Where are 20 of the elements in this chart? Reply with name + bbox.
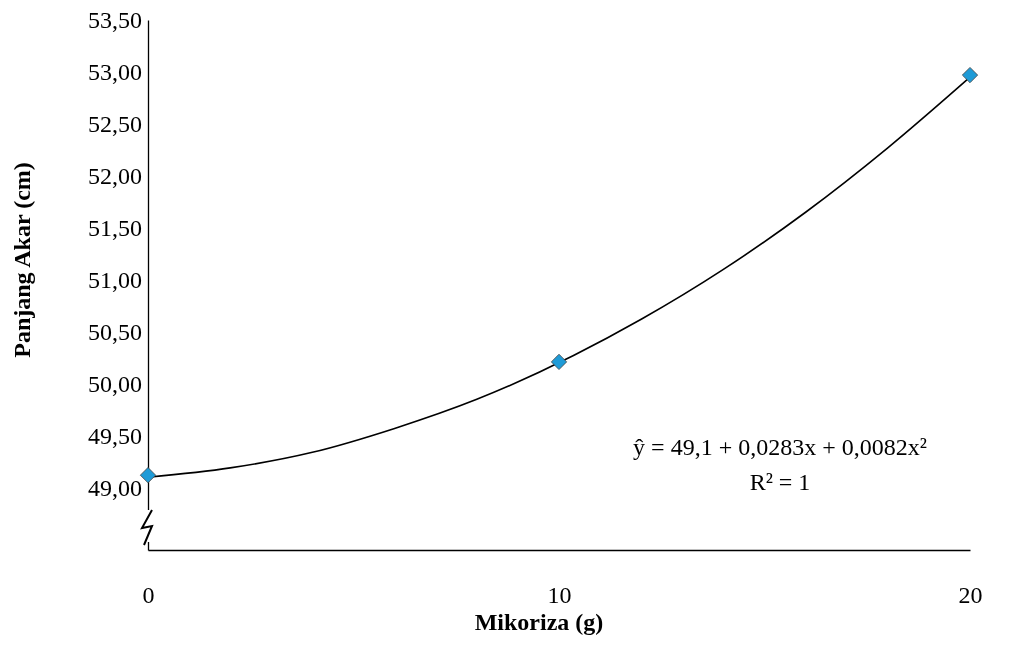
y-tick-label: 52,50 bbox=[88, 111, 142, 138]
y-tick-label: 51,50 bbox=[88, 215, 142, 242]
point bbox=[139, 467, 157, 484]
annotation: ŷ = 49,1 + 0,0283x + 0,0082x² bbox=[633, 434, 927, 460]
y-tick-label: 51,00 bbox=[88, 266, 142, 293]
y-tick-label: 53,00 bbox=[88, 59, 142, 86]
y-tick-label: 52,00 bbox=[88, 163, 142, 190]
point bbox=[961, 67, 979, 84]
annotation: R² = 1 bbox=[749, 469, 811, 495]
y-tick-label: 53,50 bbox=[88, 7, 142, 34]
x-tick-label: 0 bbox=[142, 582, 155, 609]
x-axis-title: Mikoriza (g) bbox=[474, 609, 604, 635]
y-tick-label: 50,00 bbox=[88, 370, 142, 397]
y-tick-label: 49,50 bbox=[88, 422, 142, 449]
point bbox=[550, 353, 568, 370]
y-axis-title: Panjang Akar (cm) bbox=[9, 162, 35, 358]
x-tick-label: 20 bbox=[958, 582, 983, 609]
x-tick-label: 10 bbox=[547, 582, 572, 609]
y-tick-label: 49,00 bbox=[88, 474, 142, 501]
y-tick-label: 50,50 bbox=[88, 318, 142, 345]
